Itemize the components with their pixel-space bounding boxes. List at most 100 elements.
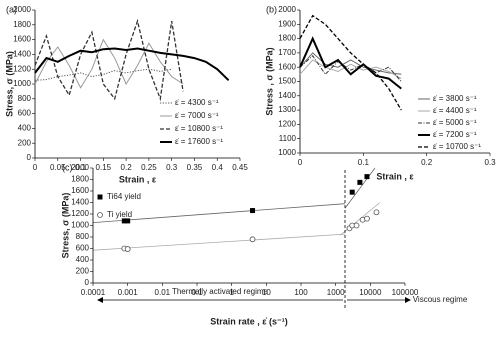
x-tick-label: 0.3: [484, 158, 496, 167]
legend-label: ε̇ = 4300 s⁻¹: [175, 98, 219, 107]
x-tick-label: 0.25: [141, 163, 157, 172]
series-line: [299, 55, 402, 82]
x-tick-label: 0.2: [121, 163, 133, 172]
panel-label: (b): [266, 4, 277, 14]
y-tick-label: 1400: [13, 50, 31, 59]
annotation: Viscous regime: [413, 295, 468, 304]
y-axis-label: Stress, σ (MPa): [4, 51, 14, 117]
legend-label: ε̇ = 3800 s⁻¹: [433, 94, 477, 103]
legend-label: ε̇ = 7000 s⁻¹: [175, 111, 219, 120]
point: [124, 246, 131, 252]
y-tick-label: 0: [85, 278, 90, 287]
y-tick-label: 1400: [71, 198, 89, 207]
point: [373, 209, 380, 216]
legend-label: ε̇ = 4400 s⁻¹: [433, 106, 477, 115]
x-tick-label: 0.15: [96, 163, 112, 172]
trend-line: [92, 203, 346, 223]
x-tick-label: 100: [294, 288, 308, 297]
point: [364, 174, 370, 180]
x-tick-label: 0.1: [191, 288, 203, 297]
series-line: [34, 47, 230, 82]
y-tick-label: 600: [18, 109, 32, 118]
panel-label: (a): [6, 4, 17, 14]
point: [364, 215, 370, 222]
x-tick-label: 1: [229, 288, 234, 297]
point: [357, 179, 363, 185]
x-tick-label: 0.05: [50, 163, 66, 172]
y-tick-label: 1800: [278, 34, 296, 43]
x-tick-label: 10: [262, 288, 271, 297]
point: [353, 222, 360, 229]
legend-swatch: [97, 212, 103, 218]
y-tick-label: 2000: [13, 5, 31, 14]
legend-label: ε̇ = 17600 s⁻¹: [175, 137, 223, 146]
series-line: [299, 14, 402, 111]
x-axis-label: Strain rate , ε̇ (s⁻¹): [210, 316, 288, 326]
point: [121, 218, 127, 224]
y-tick-label: 1000: [13, 79, 31, 88]
y-tick-label: 1400: [278, 91, 296, 100]
y-tick-label: 2000: [278, 5, 296, 14]
y-axis-label: Stress, σ (MPa): [60, 193, 70, 259]
arrow-head: [405, 297, 411, 303]
y-tick-label: 1200: [13, 64, 31, 73]
y-tick-label: 800: [18, 94, 32, 103]
y-tick-label: 1600: [278, 62, 296, 71]
series-line: [299, 36, 402, 90]
panel-label: (c): [62, 162, 73, 172]
x-tick-label: 0.35: [187, 163, 203, 172]
x-tick-label: 0.0001: [81, 288, 106, 297]
trend-line: [344, 167, 376, 209]
point: [125, 218, 131, 224]
x-tick-label: 0: [298, 158, 303, 167]
legend-label: ε̇ = 10700 s⁻¹: [433, 142, 481, 151]
x-tick-label: 0.2: [421, 158, 433, 167]
x-tick-label: 0.1: [358, 158, 370, 167]
y-tick-label: 400: [18, 124, 32, 133]
x-axis-label: Strain , ε: [119, 174, 157, 184]
x-tick-label: 0.45: [232, 163, 248, 172]
y-tick-label: 1200: [71, 209, 89, 218]
y-tick-label: 1600: [13, 35, 31, 44]
x-tick-label: 0: [33, 163, 38, 172]
y-tick-label: 1500: [278, 77, 296, 86]
y-tick-label: 1800: [13, 20, 31, 29]
y-tick-label: 1000: [71, 221, 89, 230]
y-tick-label: 1100: [279, 134, 297, 143]
x-tick-label: 0.3: [166, 163, 178, 172]
legend-label: ε̇ = 5000 s⁻¹: [433, 118, 477, 127]
y-axis-label: Stress , σ (MPa): [264, 47, 274, 115]
x-axis-label: Strain , ε: [376, 171, 414, 181]
y-tick-label: 2000: [71, 163, 89, 172]
series-line: [299, 59, 402, 80]
y-tick-label: 1300: [278, 105, 296, 114]
x-tick-label: 10000: [359, 288, 382, 297]
y-tick-label: 1000: [278, 148, 296, 157]
legend-swatch: [97, 194, 103, 200]
series-line: [34, 38, 184, 89]
y-tick-label: 1700: [278, 48, 296, 57]
y-tick-label: 1900: [278, 19, 296, 28]
arrow-head: [97, 297, 103, 303]
x-tick-label: 0.001: [118, 288, 139, 297]
x-tick-label: 0.01: [155, 288, 171, 297]
y-tick-label: 0: [27, 153, 32, 162]
y-tick-label: 1800: [71, 175, 89, 184]
y-tick-label: 1600: [71, 186, 89, 195]
y-tick-label: 200: [18, 138, 32, 147]
point: [250, 208, 256, 214]
legend-label: Ti yield: [107, 210, 132, 219]
annotation: Thermally activated regime: [172, 287, 269, 296]
x-tick-label: 1000: [327, 288, 345, 297]
legend-label: Ti64 yield: [107, 192, 141, 201]
y-tick-label: 800: [76, 232, 90, 241]
y-tick-label: 200: [76, 267, 90, 276]
point: [249, 236, 256, 243]
x-tick-label: 0.1: [75, 163, 87, 172]
y-tick-label: 600: [76, 244, 90, 253]
y-tick-label: 400: [76, 255, 90, 264]
x-tick-label: 100000: [392, 288, 419, 297]
series-line: [34, 68, 172, 81]
